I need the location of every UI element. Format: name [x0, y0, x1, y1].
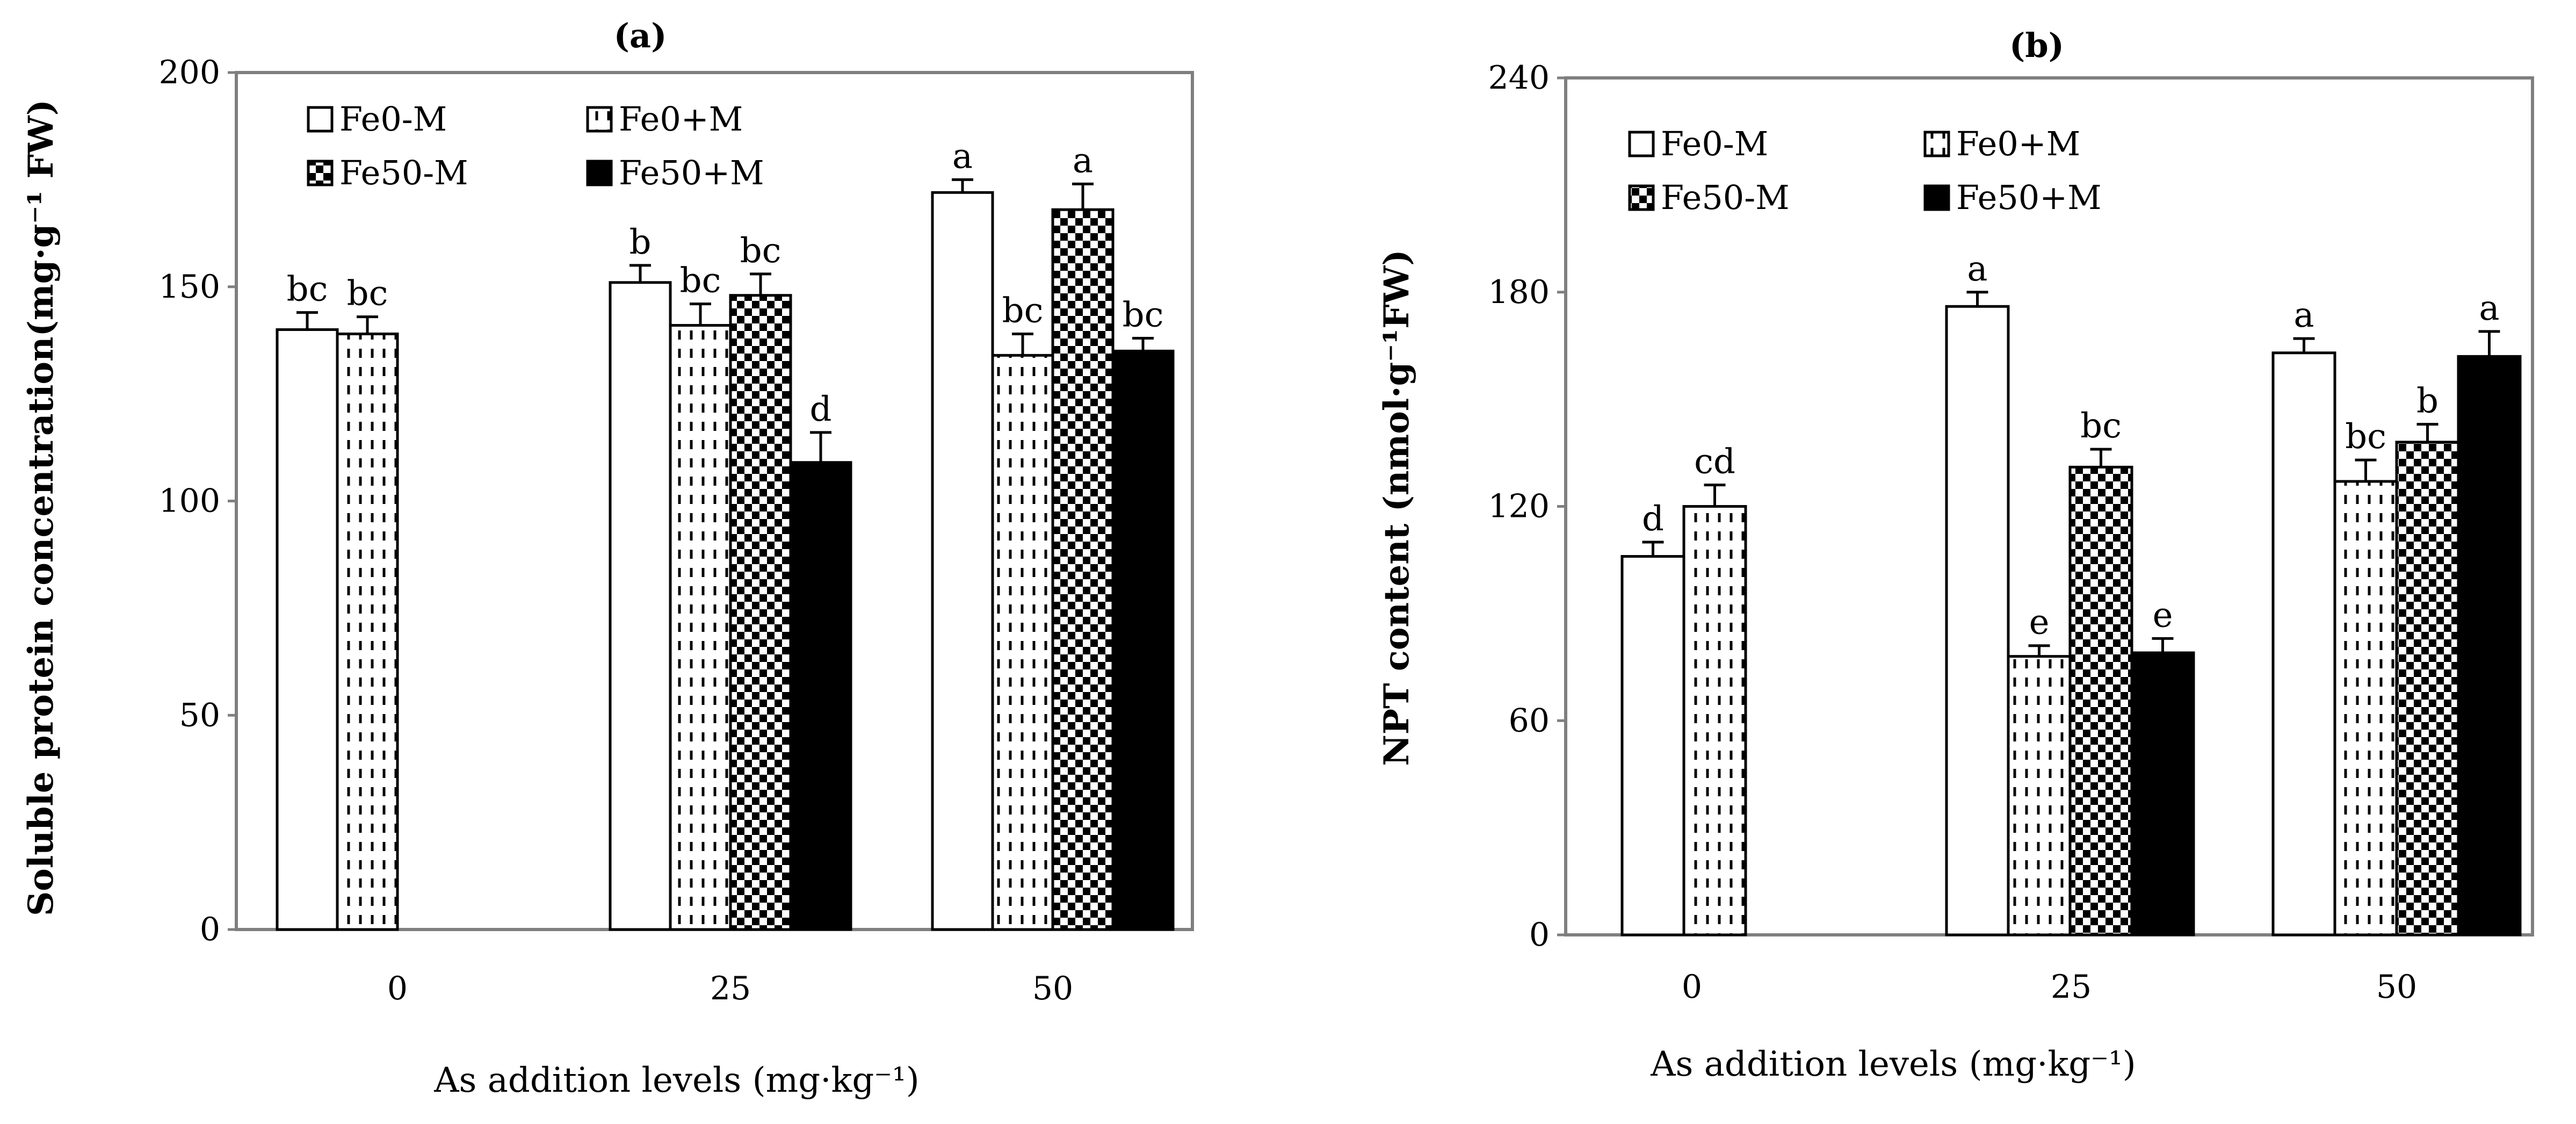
significance-letter: bc [2080, 406, 2122, 446]
bar [729, 294, 792, 931]
bar [2271, 351, 2336, 936]
bar [669, 324, 732, 931]
significance-letter: a [2293, 296, 2314, 335]
panel-a-legend: Fe0-M Fe0+M Fe50-M Fe50+M [307, 99, 764, 192]
x-tick-label: 50 [1032, 970, 1073, 1007]
significance-letter: bc [347, 274, 388, 314]
legend-label: Fe50-M [1661, 178, 1790, 217]
legend-label: Fe0-M [339, 99, 447, 139]
bar [2130, 651, 2195, 936]
panel-b-x-axis-label: As addition levels (mg·kg⁻¹) [1650, 1044, 2136, 1084]
significance-letter: bc [1002, 291, 1044, 330]
legend-swatch [1628, 131, 1655, 157]
legend-swatch [586, 160, 613, 186]
significance-letter: cd [1694, 442, 1735, 482]
y-tick-label: 180 [1488, 273, 1550, 311]
y-tick-label: 0 [1529, 916, 1550, 954]
significance-letter: a [1967, 249, 1987, 289]
bar [276, 328, 339, 931]
y-tick-label: 120 [1488, 488, 1550, 525]
panel-a-y-axis: 0 50 100 150 200 [158, 54, 236, 948]
panel-a-y-axis-label: Soluble protein concentration(mg·g⁻¹ FW) [21, 99, 61, 916]
panel-b-y-axis-label: NPT content (nmol·g⁻¹FW) [1377, 249, 1417, 766]
significance-letter: bc [740, 231, 782, 271]
significance-letter: b [629, 222, 652, 262]
bar [609, 281, 672, 931]
y-tick-label: 50 [179, 696, 220, 734]
bar [1051, 208, 1115, 931]
legend-swatch [1628, 184, 1655, 211]
y-tick-label: 60 [1509, 702, 1550, 739]
significance-letter: bc [680, 261, 721, 301]
legend-swatch [1923, 131, 1950, 157]
significance-letter: bc [1123, 295, 1164, 335]
bar [789, 461, 852, 931]
panel-a-x-axis-label: As addition levels (mg·kg⁻¹) [433, 1061, 919, 1100]
significance-letter: e [2029, 603, 2050, 643]
significance-letter: d [810, 390, 832, 429]
bar [336, 332, 399, 931]
legend-swatch [586, 106, 613, 133]
significance-letter: bc [2345, 417, 2386, 457]
y-tick-label: 200 [158, 54, 220, 91]
x-tick-label: 25 [2051, 968, 2092, 1006]
significance-letter: a [952, 136, 973, 176]
legend-swatch [1923, 184, 1950, 211]
panel-a-title: (a) [614, 16, 667, 55]
bar [991, 354, 1054, 931]
y-tick-label: 240 [1488, 59, 1550, 97]
y-tick-label: 0 [200, 911, 220, 948]
significance-letter: b [2416, 381, 2438, 421]
bar [1620, 555, 1685, 936]
bar [2068, 465, 2133, 936]
panel-b-title: (b) [2009, 26, 2064, 65]
y-tick-label: 100 [158, 482, 220, 520]
bar [1682, 505, 1747, 936]
legend-swatch [307, 160, 334, 186]
legend-label: Fe0-M [1661, 124, 1768, 163]
bar [2457, 355, 2522, 936]
x-tick-label: 0 [387, 970, 408, 1007]
panel-b-y-axis: 0 60 120 180 240 [1488, 59, 1566, 954]
legend-label: Fe50+M [619, 153, 764, 192]
panel-b-x-axis: 0 25 50 [1682, 968, 2417, 1006]
legend-label: Fe50-M [339, 153, 468, 192]
significance-letter: a [1073, 141, 1093, 181]
x-tick-label: 50 [2376, 968, 2417, 1006]
bar [2395, 441, 2460, 936]
bar [931, 191, 994, 931]
legend-label: Fe50+M [1956, 178, 2102, 217]
significance-letter: e [2153, 595, 2173, 635]
x-tick-label: 0 [1682, 968, 1702, 1006]
legend-label: Fe0+M [1956, 124, 2080, 163]
panel-a-x-axis: 0 25 50 [387, 970, 1073, 1007]
significance-letter: a [2479, 289, 2499, 328]
y-tick-label: 150 [158, 268, 220, 306]
legend-swatch [307, 106, 334, 133]
bar [1945, 305, 2010, 936]
legend-label: Fe0+M [619, 99, 743, 139]
bar [2333, 480, 2398, 936]
significance-letter: d [1642, 499, 1664, 539]
x-tick-label: 25 [710, 970, 751, 1007]
panel-b-legend: Fe0-M Fe0+M Fe50-M Fe50+M [1628, 124, 2102, 217]
significance-letter: bc [287, 270, 328, 309]
bar [1111, 349, 1175, 931]
bar [2007, 655, 2072, 936]
